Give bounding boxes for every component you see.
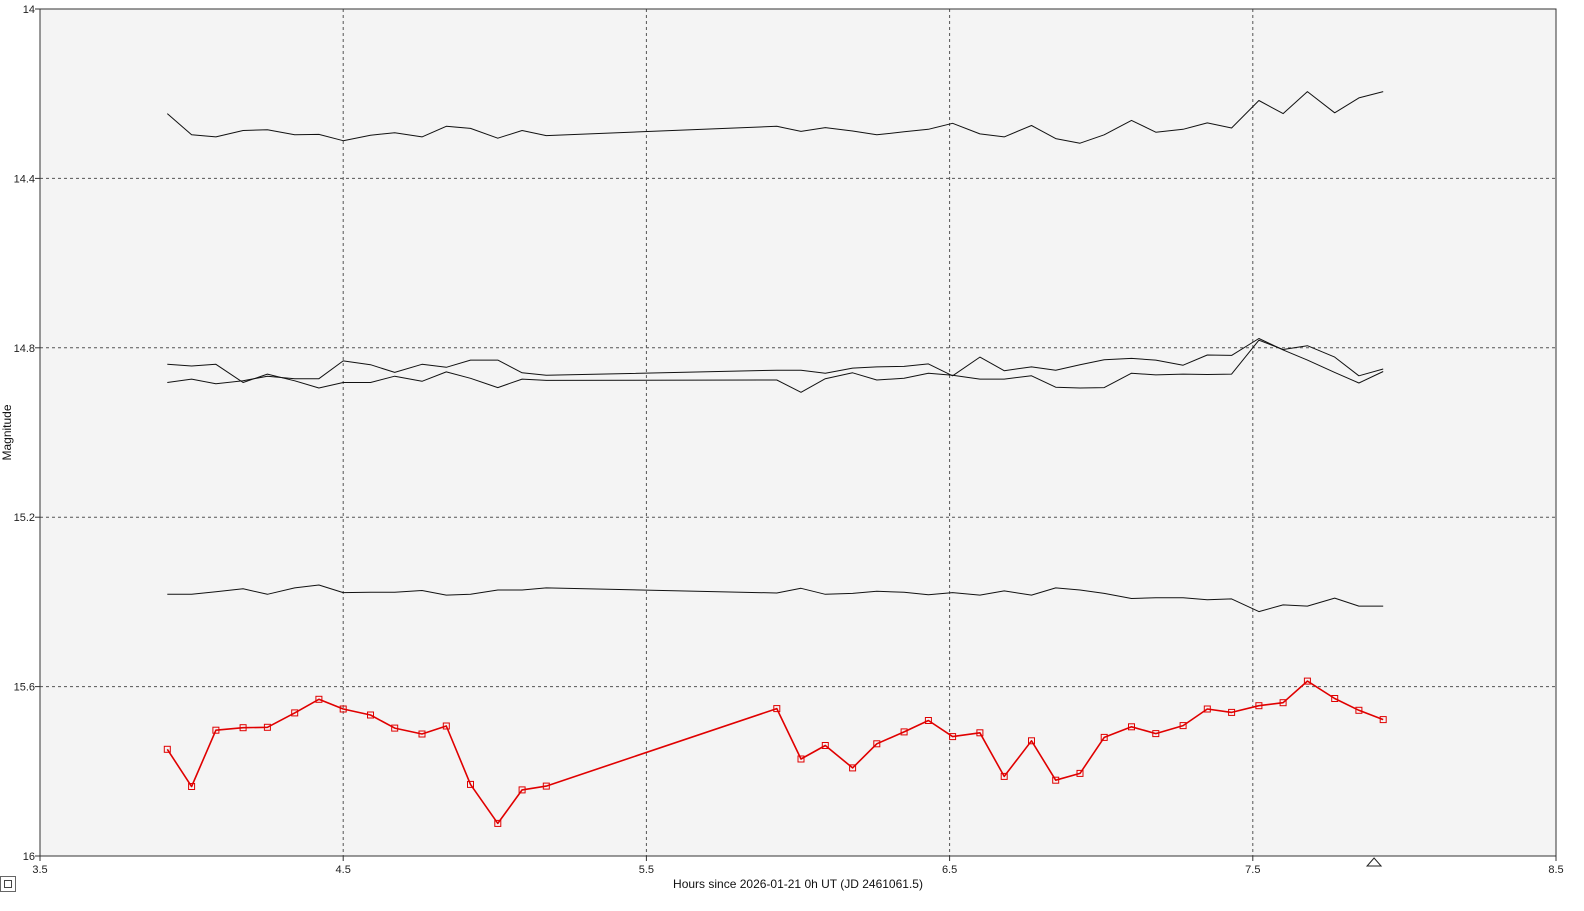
target-star-point[interactable] — [1179, 722, 1187, 730]
target-star-point[interactable] — [1379, 716, 1387, 724]
series-layer — [163, 91, 1387, 827]
x-tick-label: 7.5 — [1245, 864, 1260, 876]
target-star-point[interactable] — [442, 722, 450, 730]
target-star-point[interactable] — [773, 705, 781, 713]
target-star-point[interactable] — [976, 729, 984, 737]
target-star-point[interactable] — [1028, 737, 1035, 745]
target-star-point[interactable] — [188, 783, 196, 790]
target-star-point[interactable] — [391, 724, 399, 732]
target-star-point[interactable] — [1076, 769, 1084, 777]
target-star-point[interactable] — [239, 724, 247, 732]
square-icon — [4, 880, 12, 888]
x-tick-label: 5.5 — [639, 864, 654, 876]
target-star-line — [166, 680, 1384, 825]
target-star-point[interactable] — [1228, 708, 1236, 716]
comparison-star-line-3 — [167, 338, 1384, 385]
target-star-point[interactable] — [949, 733, 957, 741]
target-star-point[interactable] — [367, 711, 374, 719]
target-star-point[interactable] — [900, 728, 908, 736]
plot-border — [39, 8, 1557, 857]
target-star-point[interactable] — [1152, 730, 1160, 738]
x-axis-ticks: 3.5 4.5 5.5 6.5 7.5 8.5 — [32, 856, 1564, 876]
target-star-point[interactable] — [873, 740, 881, 748]
plot-area — [40, 9, 1556, 856]
target-star-point[interactable] — [1355, 706, 1363, 714]
target-star-point[interactable] — [339, 705, 347, 713]
comparison-star-line-2 — [167, 339, 1384, 393]
target-star-point[interactable] — [212, 726, 220, 734]
target-star-point[interactable] — [1128, 723, 1135, 731]
target-star-point[interactable] — [1303, 677, 1311, 685]
x-tick-label: 4.5 — [336, 864, 351, 876]
target-star-point[interactable] — [291, 709, 299, 717]
comparison-star-line-1 — [166, 91, 1384, 144]
x-tick-label: 6.5 — [942, 864, 957, 876]
target-star-point[interactable] — [797, 755, 805, 763]
x-axis-label: Hours since 2026-01-21 0h UT (JD 2461061… — [673, 877, 923, 891]
target-star-point[interactable] — [163, 745, 171, 753]
target-star-point[interactable] — [1100, 733, 1108, 741]
current-time-marker-icon[interactable] — [1365, 857, 1383, 867]
target-star-point[interactable] — [315, 695, 323, 703]
target-star-point[interactable] — [849, 764, 857, 772]
y-tick-label: 14.4 — [14, 173, 35, 185]
y-tick-label: 16 — [23, 851, 35, 863]
comparison-star-line-4 — [167, 584, 1384, 613]
y-tick-label: 15.6 — [14, 682, 35, 694]
target-star-point[interactable] — [263, 723, 271, 731]
x-tick-label: 3.5 — [32, 864, 47, 876]
target-star-point[interactable] — [1279, 699, 1287, 707]
plot-frame — [39, 8, 1557, 857]
target-star-point[interactable] — [418, 730, 426, 738]
target-star-point[interactable] — [1331, 695, 1339, 702]
x-tick-label: 8.5 — [1548, 864, 1563, 876]
target-star-point[interactable] — [821, 742, 829, 749]
y-tick-label: 15.2 — [14, 512, 35, 524]
corner-options-button[interactable] — [0, 876, 16, 892]
target-star-point[interactable] — [924, 717, 932, 724]
y-axis-ticks: 14 14.4 14.8 15.2 15.6 16 — [14, 4, 40, 863]
y-axis-label: Magnitude — [0, 404, 14, 460]
target-star-point[interactable] — [1203, 705, 1211, 713]
target-star-point[interactable] — [1052, 776, 1060, 784]
grid — [40, 9, 1556, 856]
target-star-point[interactable] — [467, 780, 474, 788]
target-star-point[interactable] — [1000, 772, 1008, 780]
target-star-point[interactable] — [494, 819, 502, 827]
y-tick-label: 14 — [23, 4, 35, 16]
target-star-point[interactable] — [542, 782, 550, 790]
target-star-point[interactable] — [1255, 702, 1263, 710]
target-star-point[interactable] — [518, 786, 526, 794]
y-tick-label: 14.8 — [14, 343, 35, 355]
